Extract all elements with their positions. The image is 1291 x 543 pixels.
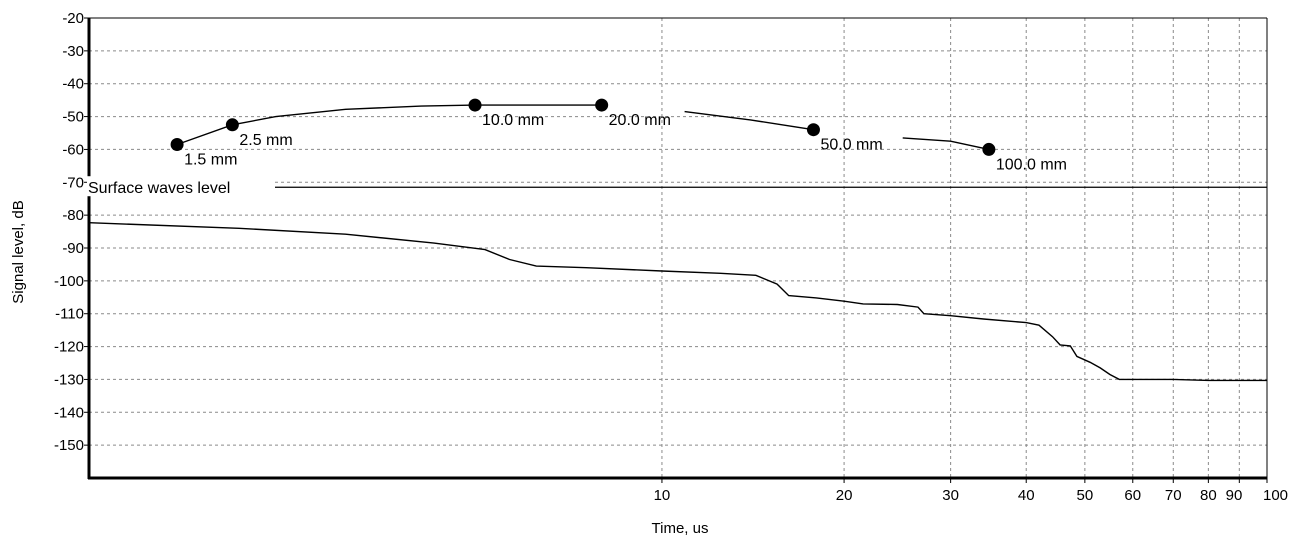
y-tick-label: -120 <box>54 339 84 356</box>
x-tick-label: 40 <box>1018 487 1035 504</box>
distance-marker-point <box>468 98 482 112</box>
y-tick-label: -100 <box>54 273 84 290</box>
distance-marker-point <box>170 138 184 151</box>
x-tick-label: 90 <box>1226 487 1243 504</box>
signal-level-curve <box>88 222 1267 382</box>
x-tick-label: 60 <box>1124 487 1141 504</box>
x-tick-label: 70 <box>1165 487 1182 504</box>
y-tick-label: -80 <box>62 207 84 224</box>
series-layer: Surface waves level <box>87 104 1267 382</box>
distance-marker-label: 20.0 mm <box>609 112 671 129</box>
axes <box>84 17 1268 483</box>
y-axis-title: Signal level, dB <box>10 200 27 303</box>
distance-marker-label: 50.0 mm <box>820 137 882 154</box>
y-tick-label: -70 <box>62 174 84 191</box>
distance-marker-point <box>982 142 996 156</box>
distance-curve-segment <box>684 110 814 131</box>
distance-marker-label: 1.5 mm <box>184 152 237 169</box>
y-tick-labels: -20 -30 -40 -50 -60 -70 -80 -90 -100 -110 -120 -130… <box>54 10 84 454</box>
distance-curve-segment <box>176 104 602 146</box>
y-tick-label: -130 <box>54 371 84 388</box>
distance-marker-point <box>595 98 609 112</box>
distance-marker-label: 2.5 mm <box>239 132 292 149</box>
y-tick-label: -30 <box>62 43 84 60</box>
x-axis-title: Time, us <box>652 520 709 537</box>
y-tick-label: -90 <box>62 240 84 257</box>
x-tick-labels: 10 20 30 40 50 60 70 80 90 100 <box>654 487 1288 504</box>
y-tick-label: -150 <box>54 437 84 454</box>
y-tick-label: -40 <box>62 76 84 93</box>
distance-marker-label: 100.0 mm <box>996 156 1067 173</box>
x-tick-label: 80 <box>1200 487 1217 504</box>
y-tick-label: -110 <box>55 306 84 323</box>
x-tick-label: 50 <box>1077 487 1094 504</box>
y-tick-label: -20 <box>62 10 84 27</box>
x-tick-label: 100 <box>1263 487 1288 504</box>
distance-marker-point <box>806 123 820 137</box>
y-tick-label: -140 <box>54 404 84 421</box>
grid-lines <box>89 18 1268 478</box>
x-tick-label: 20 <box>836 487 853 504</box>
surface-waves-label: Surface waves level <box>88 180 230 197</box>
y-tick-label: -60 <box>62 141 84 158</box>
y-tick-label: -50 <box>62 109 84 126</box>
distance-marker-label: 10.0 mm <box>482 112 544 129</box>
distance-curve-segment <box>902 137 990 151</box>
x-tick-label: 10 <box>654 487 671 504</box>
x-tick-label: 30 <box>942 487 959 504</box>
surface-waves-label-bg <box>87 176 275 197</box>
marker-layer: 1.5 mm2.5 mm 10.0 mm 20.0 mm 50.0 mm 100.0 m… <box>170 98 1067 173</box>
distance-marker-point <box>225 118 239 132</box>
